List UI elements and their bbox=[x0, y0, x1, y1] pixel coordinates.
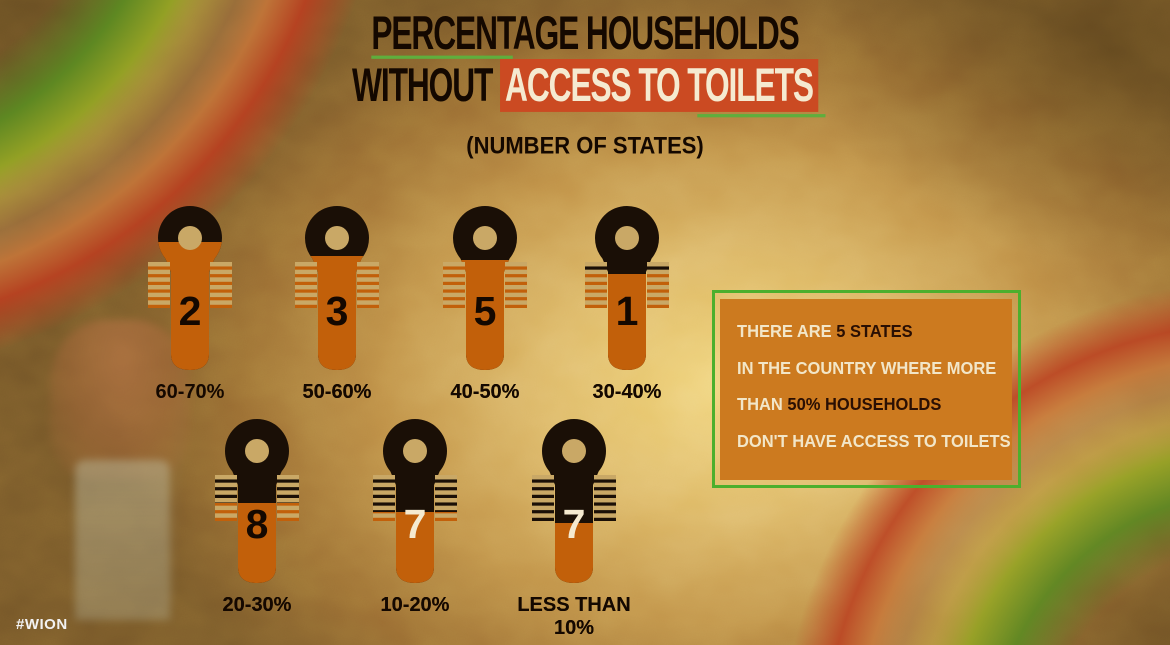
svg-text:1: 1 bbox=[616, 288, 639, 334]
svg-text:5: 5 bbox=[474, 288, 497, 334]
svg-text:3: 3 bbox=[326, 288, 349, 334]
svg-text:2: 2 bbox=[179, 288, 202, 334]
svg-text:7: 7 bbox=[404, 501, 427, 547]
svg-text:8: 8 bbox=[246, 501, 269, 547]
svg-text:7: 7 bbox=[563, 501, 586, 547]
